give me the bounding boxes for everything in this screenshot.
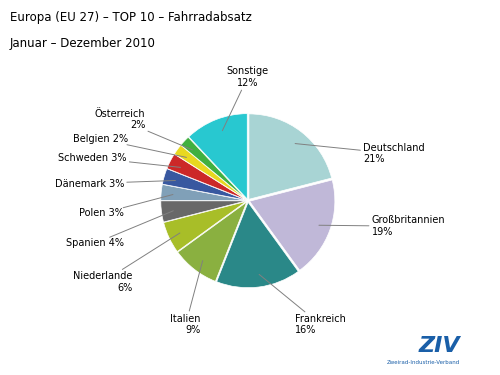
Text: Frankreich
16%: Frankreich 16% [259, 274, 346, 335]
Text: Belgien 2%: Belgien 2% [73, 134, 186, 158]
Wedge shape [249, 114, 332, 199]
Text: Dänemark 3%: Dänemark 3% [54, 178, 176, 189]
Wedge shape [167, 154, 246, 200]
Text: Italien
9%: Italien 9% [170, 261, 202, 335]
Wedge shape [161, 184, 246, 201]
Text: ZIV: ZIV [418, 336, 460, 357]
Text: Schweden 3%: Schweden 3% [58, 153, 180, 167]
Text: Zweirad-Industrie-Verband: Zweirad-Industrie-Verband [387, 360, 460, 365]
Text: Deutschland
21%: Deutschland 21% [295, 143, 425, 165]
Text: Österreich
2%: Österreich 2% [95, 109, 192, 150]
Text: Polen 3%: Polen 3% [79, 195, 173, 218]
Text: Spanien 4%: Spanien 4% [66, 211, 174, 248]
Wedge shape [216, 202, 298, 288]
Wedge shape [161, 201, 246, 222]
Text: Sonstige
12%: Sonstige 12% [222, 66, 269, 130]
Wedge shape [189, 114, 247, 199]
Text: Januar – Dezember 2010: Januar – Dezember 2010 [10, 38, 156, 51]
Wedge shape [164, 201, 246, 252]
Text: Großbritannien
19%: Großbritannien 19% [319, 216, 446, 237]
Text: Europa (EU 27) – TOP 10 – Fahrradabsatz: Europa (EU 27) – TOP 10 – Fahrradabsatz [10, 11, 252, 24]
Text: Niederlande
6%: Niederlande 6% [73, 233, 180, 292]
Wedge shape [250, 180, 335, 270]
Wedge shape [174, 145, 246, 200]
Wedge shape [178, 202, 247, 281]
Wedge shape [162, 169, 246, 200]
Wedge shape [181, 137, 246, 200]
